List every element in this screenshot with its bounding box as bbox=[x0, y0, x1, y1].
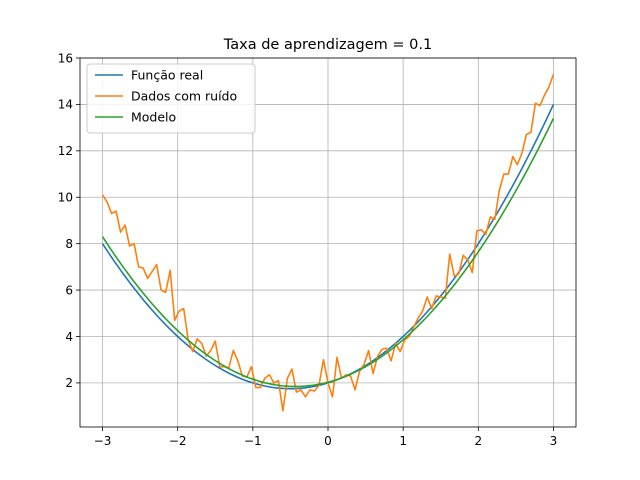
y-tick-label: 6 bbox=[65, 283, 73, 297]
x-tick-label: −2 bbox=[169, 434, 187, 448]
y-tick-label: 12 bbox=[58, 144, 73, 158]
y-tick-label: 14 bbox=[58, 98, 73, 112]
legend-label: Função real bbox=[131, 68, 203, 83]
series-line-modelo bbox=[101, 117, 555, 388]
x-tick-label: 3 bbox=[550, 434, 558, 448]
y-tick-label: 2 bbox=[65, 376, 73, 390]
y-tick-label: 8 bbox=[65, 237, 73, 251]
y-tick-label: 16 bbox=[58, 51, 73, 65]
x-tick-label: 2 bbox=[474, 434, 482, 448]
legend: Função real Dados com ruído Modelo bbox=[86, 63, 256, 134]
legend-label: Modelo bbox=[131, 110, 176, 125]
x-tick-label: 1 bbox=[399, 434, 407, 448]
legend-label: Dados com ruído bbox=[131, 89, 237, 104]
series-layer bbox=[101, 73, 555, 412]
chart-title: Taxa de aprendizagem = 0.1 bbox=[223, 37, 432, 53]
legend-box bbox=[86, 63, 256, 134]
y-tick-label: 4 bbox=[65, 330, 73, 344]
y-tick-label: 10 bbox=[58, 191, 73, 205]
x-tick-label: 0 bbox=[324, 434, 332, 448]
x-tick-label: −1 bbox=[244, 434, 262, 448]
x-tick-label: −3 bbox=[94, 434, 112, 448]
